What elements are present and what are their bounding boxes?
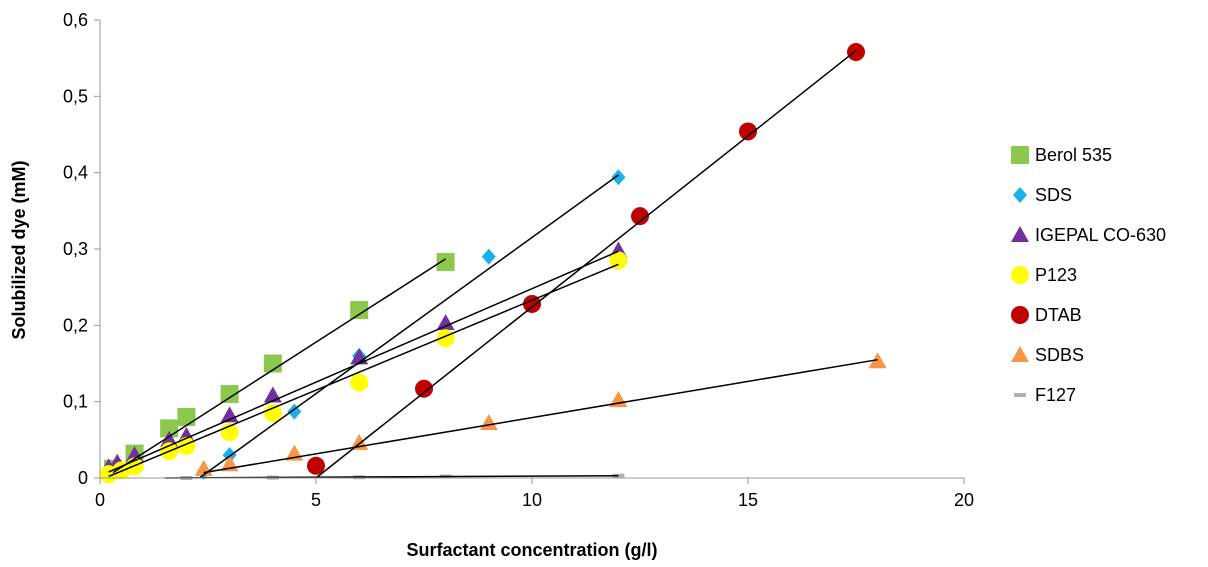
legend-item: SDS: [1013, 185, 1072, 205]
legend-marker: [1011, 306, 1029, 324]
x-tick-label: 10: [522, 490, 542, 510]
legend-label: IGEPAL CO-630: [1035, 225, 1166, 245]
legend-item: IGEPAL CO-630: [1011, 225, 1166, 245]
data-point: [263, 354, 282, 373]
x-tick-label: 0: [95, 490, 105, 510]
data-point: [609, 251, 628, 270]
y-tick-label: 0,5: [63, 86, 88, 106]
data-point: [611, 169, 626, 186]
series-berol-535: [103, 252, 455, 478]
legend-label: DTAB: [1035, 305, 1082, 325]
data-point: [436, 252, 455, 271]
y-tick-label: 0,2: [63, 315, 88, 335]
data-point: [436, 314, 455, 331]
trendline-berol-535: [112, 258, 447, 474]
trendline-p123: [108, 263, 619, 478]
plot-area: [99, 43, 887, 484]
data-point: [350, 301, 369, 320]
data-point: [263, 404, 282, 423]
legend-label: SDBS: [1035, 345, 1084, 365]
data-point: [523, 294, 541, 313]
legend-item: DTAB: [1011, 305, 1082, 325]
y-axis-title: Solubilized dye (mM): [9, 160, 29, 339]
trendline-igepal-co-630: [108, 250, 619, 473]
y-tick-label: 0,6: [63, 10, 88, 30]
x-tick-label: 5: [311, 490, 321, 510]
x-tick-label: 20: [954, 490, 974, 510]
legend-marker: [1011, 266, 1029, 284]
y-tick-label: 0: [78, 468, 88, 488]
data-point: [307, 456, 325, 475]
legend-item: F127: [1014, 385, 1076, 405]
legend-item: SDBS: [1011, 345, 1084, 365]
legend-marker: [1011, 146, 1029, 164]
y-tick-label: 0,3: [63, 239, 88, 259]
data-point: [739, 122, 757, 141]
legend-label: F127: [1035, 385, 1076, 405]
series-igepal-co-630: [99, 241, 628, 475]
data-point: [220, 385, 239, 404]
legend: Berol 535 SDS IGEPAL CO-630 P123 DTAB SDBS F12…: [1011, 145, 1166, 405]
data-point: [479, 414, 498, 431]
series-dtab: [307, 43, 865, 475]
x-tick-label: 15: [738, 490, 758, 510]
legend-marker: [1014, 393, 1026, 397]
legend-marker: [1011, 346, 1029, 362]
trendline-sds: [198, 174, 619, 479]
data-point: [415, 379, 433, 398]
axes: [94, 19, 965, 484]
y-tick-label: 0,4: [63, 163, 88, 183]
y-tick-label: 0,1: [63, 392, 88, 412]
legend-item: Berol 535: [1011, 145, 1112, 165]
x-axis-title: Surfactant concentration (g/l): [406, 540, 657, 560]
legend-label: Berol 535: [1035, 145, 1112, 165]
data-point: [631, 207, 649, 226]
legend-label: P123: [1035, 265, 1077, 285]
legend-item: P123: [1011, 265, 1077, 285]
legend-marker: [1013, 187, 1027, 203]
data-point: [350, 373, 369, 392]
tick-labels: 0 0,1 0,2 0,3 0,4 0,5 0,6 0 5 10 15 20: [63, 10, 974, 510]
data-point: [350, 348, 369, 365]
trendline-dtab: [315, 49, 857, 479]
legend-label: SDS: [1035, 185, 1072, 205]
data-point: [481, 248, 496, 265]
data-point: [177, 407, 196, 426]
data-point: [160, 430, 179, 447]
data-point: [847, 43, 865, 62]
data-point: [194, 459, 213, 476]
legend-marker: [1011, 226, 1029, 242]
trendline-sdbs: [203, 358, 878, 474]
